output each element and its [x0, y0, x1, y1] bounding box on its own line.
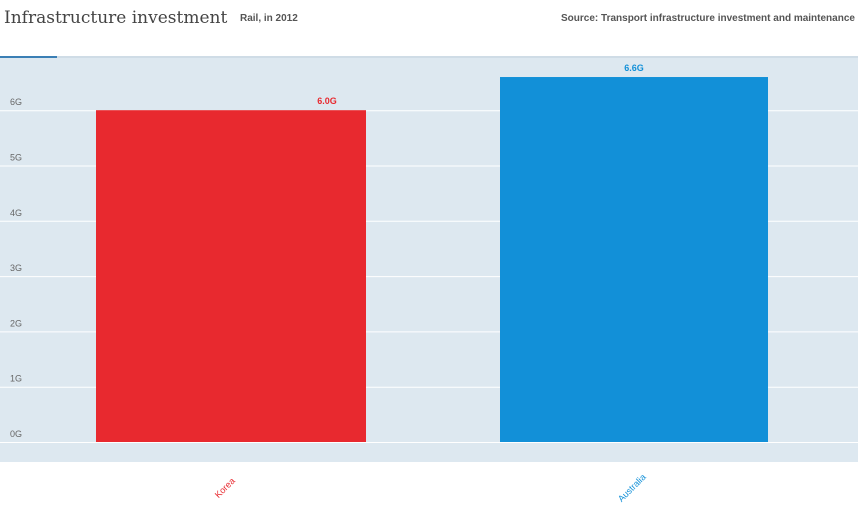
y-tick-label: 2G — [10, 318, 22, 328]
chart-source: Source: Transport infrastructure investm… — [561, 13, 855, 24]
bar-value-label: 6.0G — [317, 96, 337, 106]
y-tick-label: 5G — [10, 153, 22, 163]
header-divider — [0, 56, 858, 58]
bar — [500, 77, 768, 443]
x-tick-label: Australia — [616, 472, 648, 504]
bar-value-label: 6.6G — [624, 63, 644, 73]
bar — [96, 110, 366, 442]
y-tick-label: 3G — [10, 263, 22, 273]
chart-title: Infrastructure investment — [4, 8, 228, 28]
y-tick-label: 6G — [10, 97, 22, 107]
x-tick-label: Korea — [213, 476, 237, 500]
y-tick-label: 4G — [10, 208, 22, 218]
chart-subtitle: Rail, in 2012 — [240, 13, 298, 24]
y-tick-label: 0G — [10, 429, 22, 439]
chart-header: Infrastructure investment Rail, in 2012 … — [0, 0, 858, 57]
y-tick-label: 1G — [10, 374, 22, 384]
header-divider-active — [0, 56, 57, 58]
